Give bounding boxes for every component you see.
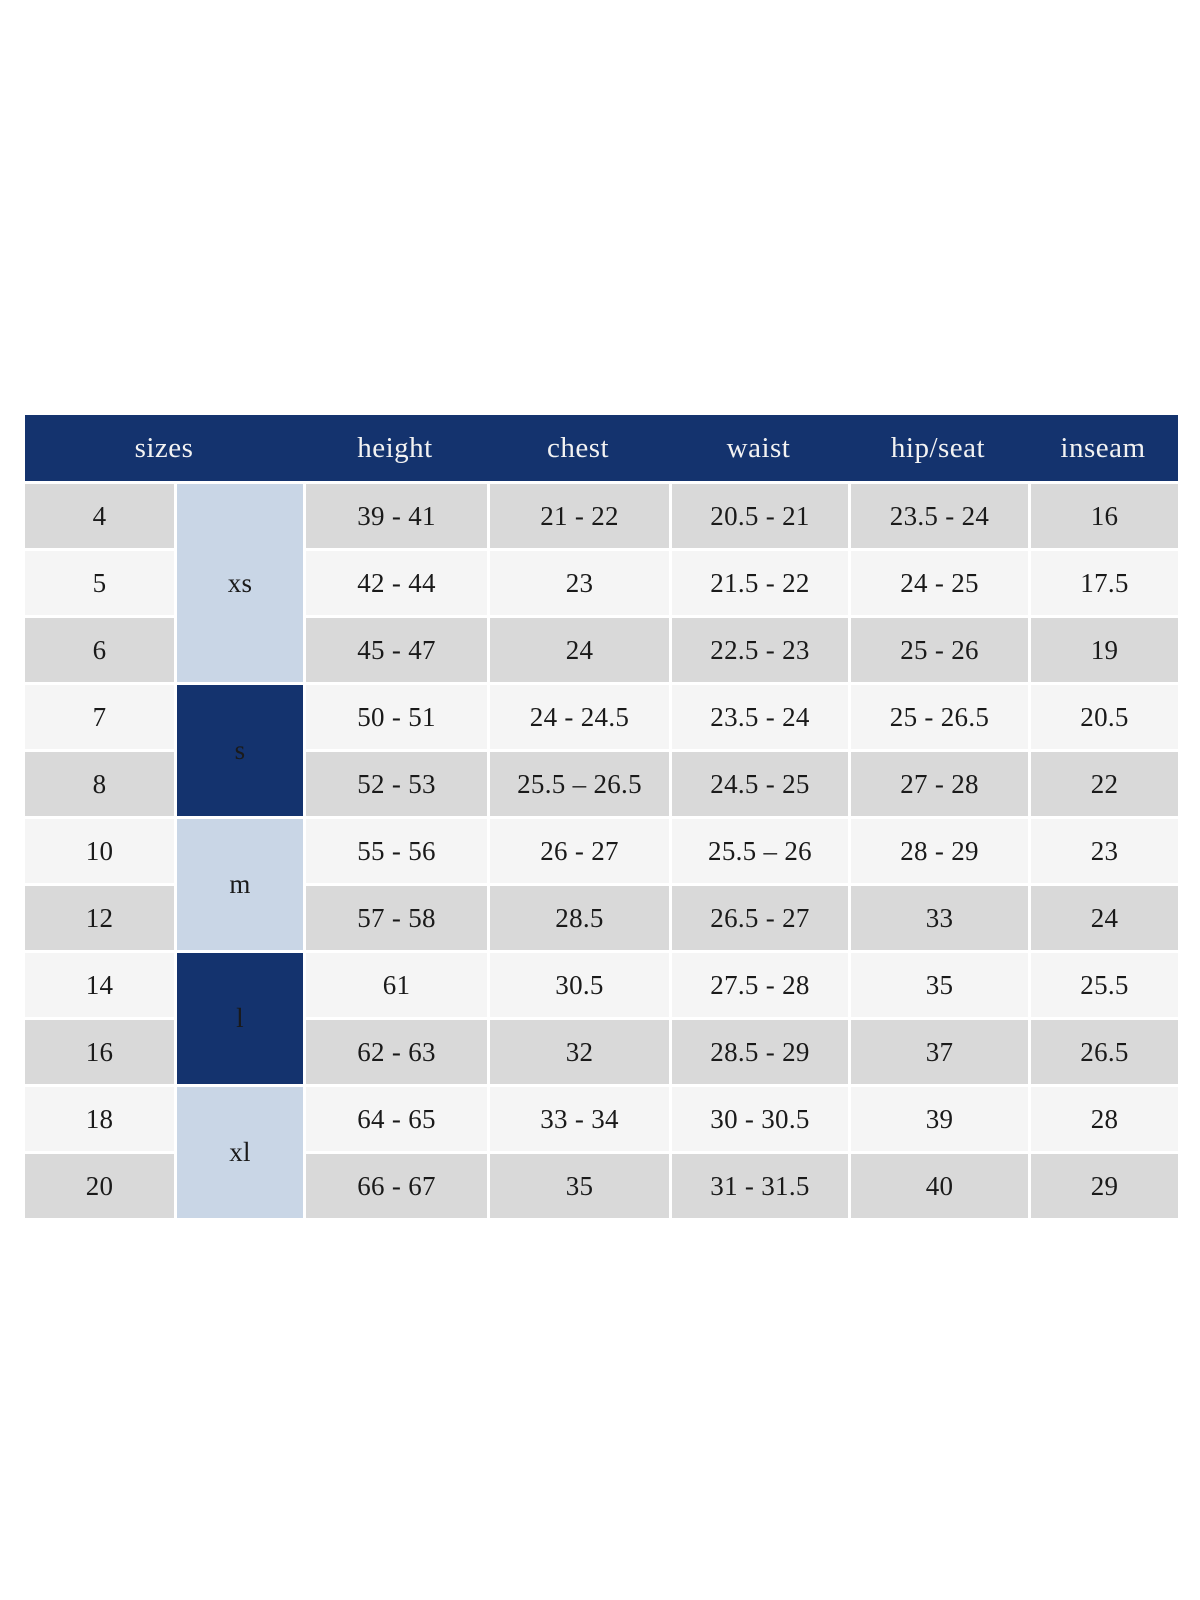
hip-seat-cell: 40	[848, 1151, 1028, 1218]
chest-cell: 33 - 34	[487, 1084, 669, 1151]
size-group-cell-m: m	[174, 816, 303, 950]
chest-cell: 23	[487, 548, 669, 615]
col-header-hip-seat: hip/seat	[848, 415, 1028, 481]
size-group-cell-s: s	[174, 682, 303, 816]
chest-cell: 35	[487, 1151, 669, 1218]
inseam-cell: 22	[1028, 749, 1178, 816]
height-cell: 52 - 53	[303, 749, 487, 816]
size-group-cell-xs: xs	[174, 481, 303, 682]
table-row: 12 57 - 58 28.5 26.5 - 27 33 24	[25, 883, 1178, 950]
size-chart-table: sizes height chest waist hip/seat inseam…	[25, 415, 1178, 1218]
waist-cell: 23.5 - 24	[669, 682, 848, 749]
size-cell: 16	[25, 1017, 174, 1084]
height-cell: 42 - 44	[303, 548, 487, 615]
chest-cell: 30.5	[487, 950, 669, 1017]
chest-cell: 26 - 27	[487, 816, 669, 883]
hip-seat-cell: 25 - 26.5	[848, 682, 1028, 749]
size-group-cell-l: l	[174, 950, 303, 1084]
chest-cell: 25.5 – 26.5	[487, 749, 669, 816]
inseam-cell: 25.5	[1028, 950, 1178, 1017]
hip-seat-cell: 27 - 28	[848, 749, 1028, 816]
inseam-cell: 23	[1028, 816, 1178, 883]
hip-seat-cell: 28 - 29	[848, 816, 1028, 883]
waist-cell: 25.5 – 26	[669, 816, 848, 883]
waist-cell: 26.5 - 27	[669, 883, 848, 950]
size-group-cell-xl: xl	[174, 1084, 303, 1218]
hip-seat-cell: 37	[848, 1017, 1028, 1084]
size-cell: 12	[25, 883, 174, 950]
chest-cell: 21 - 22	[487, 481, 669, 548]
size-cell: 18	[25, 1084, 174, 1151]
waist-cell: 30 - 30.5	[669, 1084, 848, 1151]
height-cell: 55 - 56	[303, 816, 487, 883]
height-cell: 50 - 51	[303, 682, 487, 749]
size-cell: 7	[25, 682, 174, 749]
size-cell: 14	[25, 950, 174, 1017]
waist-cell: 22.5 - 23	[669, 615, 848, 682]
size-cell: 6	[25, 615, 174, 682]
table-row: 6 45 - 47 24 22.5 - 23 25 - 26 19	[25, 615, 1178, 682]
col-header-inseam: inseam	[1028, 415, 1178, 481]
col-header-height: height	[303, 415, 487, 481]
inseam-cell: 20.5	[1028, 682, 1178, 749]
waist-cell: 31 - 31.5	[669, 1151, 848, 1218]
hip-seat-cell: 25 - 26	[848, 615, 1028, 682]
table-row: 10 m 55 - 56 26 - 27 25.5 – 26 28 - 29 2…	[25, 816, 1178, 950]
table-row: 8 52 - 53 25.5 – 26.5 24.5 - 25 27 - 28 …	[25, 749, 1178, 816]
table-row: 18 xl 64 - 65 33 - 34 30 - 30.5 39 28	[25, 1084, 1178, 1218]
chest-cell: 24 - 24.5	[487, 682, 669, 749]
inseam-cell: 26.5	[1028, 1017, 1178, 1084]
chest-cell: 32	[487, 1017, 669, 1084]
inseam-cell: 24	[1028, 883, 1178, 950]
col-header-sizes: sizes	[25, 415, 303, 481]
inseam-cell: 16	[1028, 481, 1178, 548]
table-row: 5 42 - 44 23 21.5 - 22 24 - 25 17.5	[25, 548, 1178, 615]
waist-cell: 28.5 - 29	[669, 1017, 848, 1084]
inseam-cell: 17.5	[1028, 548, 1178, 615]
height-cell: 61	[303, 950, 487, 1017]
table-row: 16 62 - 63 32 28.5 - 29 37 26.5	[25, 1017, 1178, 1084]
hip-seat-cell: 24 - 25	[848, 548, 1028, 615]
inseam-cell: 19	[1028, 615, 1178, 682]
height-cell: 45 - 47	[303, 615, 487, 682]
waist-cell: 20.5 - 21	[669, 481, 848, 548]
hip-seat-cell: 23.5 - 24	[848, 481, 1028, 548]
height-cell: 57 - 58	[303, 883, 487, 950]
chest-cell: 24	[487, 615, 669, 682]
hip-seat-cell: 33	[848, 883, 1028, 950]
height-cell: 62 - 63	[303, 1017, 487, 1084]
height-cell: 66 - 67	[303, 1151, 487, 1218]
height-cell: 39 - 41	[303, 481, 487, 548]
hip-seat-cell: 39	[848, 1084, 1028, 1151]
col-header-waist: waist	[669, 415, 848, 481]
waist-cell: 24.5 - 25	[669, 749, 848, 816]
inseam-cell: 29	[1028, 1151, 1178, 1218]
table-row: 20 66 - 67 35 31 - 31.5 40 29	[25, 1151, 1178, 1218]
table-row: 14 l 61 30.5 27.5 - 28 35 25.5	[25, 950, 1178, 1084]
size-cell: 8	[25, 749, 174, 816]
col-header-chest: chest	[487, 415, 669, 481]
height-cell: 64 - 65	[303, 1084, 487, 1151]
size-cell: 4	[25, 481, 174, 548]
waist-cell: 27.5 - 28	[669, 950, 848, 1017]
waist-cell: 21.5 - 22	[669, 548, 848, 615]
header-row: sizes height chest waist hip/seat inseam	[25, 415, 1178, 481]
inseam-cell: 28	[1028, 1084, 1178, 1151]
table-row: 4 xs 39 - 41 21 - 22 20.5 - 21 23.5 - 24…	[25, 481, 1178, 682]
hip-seat-cell: 35	[848, 950, 1028, 1017]
size-cell: 5	[25, 548, 174, 615]
table-row: 7 s 50 - 51 24 - 24.5 23.5 - 24 25 - 26.…	[25, 682, 1178, 816]
size-cell: 10	[25, 816, 174, 883]
chest-cell: 28.5	[487, 883, 669, 950]
size-cell: 20	[25, 1151, 174, 1218]
